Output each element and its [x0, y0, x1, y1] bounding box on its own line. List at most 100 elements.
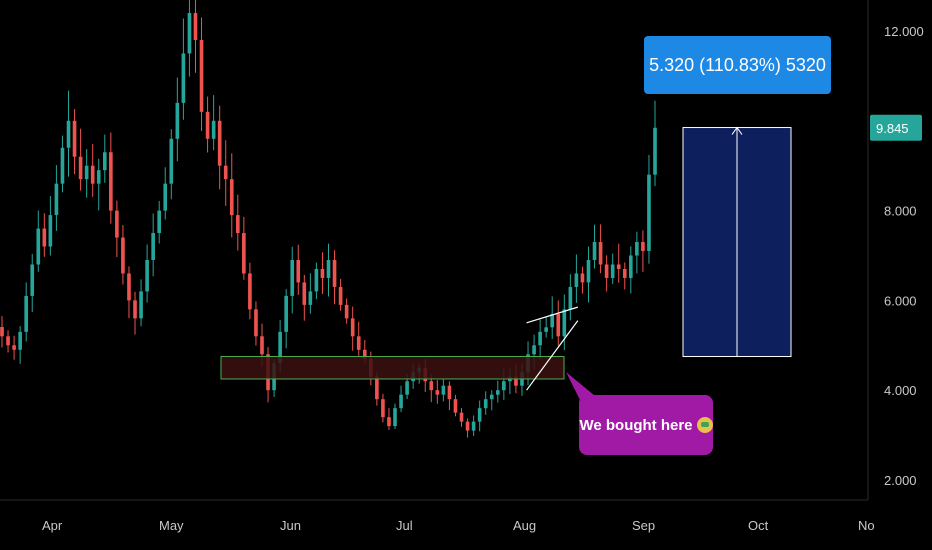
- candle: [223, 165, 228, 180]
- candle: [338, 286, 343, 305]
- candle: [429, 381, 434, 391]
- note-text: We bought here: [579, 416, 693, 434]
- candle: [604, 264, 609, 278]
- x-tick-label: Jul: [396, 518, 413, 533]
- candle: [586, 259, 591, 283]
- y-tick-label: 12.000: [884, 24, 924, 39]
- x-tick-label: Sep: [632, 518, 655, 533]
- x-tick-label: No: [858, 518, 875, 533]
- candle: [622, 268, 627, 278]
- measure-arrow-head: [731, 126, 743, 135]
- candle: [598, 242, 603, 265]
- candle: [477, 408, 482, 422]
- candle: [109, 152, 113, 211]
- candle: [90, 165, 95, 184]
- candle: [405, 381, 409, 395]
- candle: [344, 304, 349, 319]
- candle: [447, 385, 452, 400]
- candle: [314, 268, 319, 292]
- money-face-icon: [696, 417, 713, 433]
- candle: [495, 390, 500, 395]
- candle: [465, 421, 470, 431]
- x-tick-label: May: [159, 518, 184, 533]
- candle: [102, 152, 107, 171]
- candle: [308, 291, 313, 305]
- candle: [393, 408, 397, 427]
- candle: [72, 120, 77, 157]
- candle: [235, 215, 240, 234]
- x-tick-label: Apr: [42, 518, 63, 533]
- candle: [399, 394, 403, 409]
- candle: [326, 259, 331, 278]
- candle: [580, 273, 585, 283]
- measure-label[interactable]: 5.320 (110.83%) 5320: [644, 36, 831, 94]
- candle: [350, 318, 355, 337]
- candle: [127, 273, 131, 301]
- candle: [199, 39, 204, 112]
- candle: [187, 13, 192, 54]
- candle: [562, 309, 567, 337]
- x-tick-label: Jun: [280, 518, 301, 533]
- candle: [242, 233, 246, 274]
- candle: [139, 291, 143, 319]
- candle: [12, 345, 16, 350]
- candle: [54, 183, 59, 216]
- price-axis: 12.000 8.000 6.000 4.000 2.000: [884, 24, 924, 488]
- candle: [48, 215, 53, 247]
- y-tick-label: 4.000: [884, 383, 917, 398]
- candle: [568, 286, 573, 310]
- candle: [145, 259, 149, 292]
- candles: [0, 0, 657, 438]
- candle: [260, 336, 264, 355]
- candle: [248, 273, 252, 310]
- candle: [629, 255, 633, 278]
- candle: [375, 376, 379, 400]
- y-tick-label: 2.000: [884, 473, 917, 488]
- candle: [556, 313, 561, 337]
- candle: [193, 13, 198, 40]
- candle: [532, 345, 536, 355]
- wedge-lower-line[interactable]: [526, 320, 579, 391]
- buy-zone-rectangle[interactable]: [220, 356, 565, 380]
- candle: [653, 127, 657, 175]
- candle: [24, 295, 28, 332]
- candle: [96, 170, 101, 184]
- candle: [0, 326, 4, 337]
- candle: [489, 394, 494, 400]
- candle: [151, 233, 155, 260]
- candle: [229, 179, 234, 216]
- candle: [175, 102, 180, 139]
- candle: [133, 300, 137, 319]
- candle: [387, 417, 391, 427]
- candle: [453, 399, 458, 413]
- candle: [181, 53, 186, 103]
- candle: [544, 327, 548, 332]
- candle: [6, 336, 10, 346]
- candle: [538, 331, 542, 346]
- candle: [157, 210, 162, 234]
- candle: [30, 264, 35, 296]
- wedge-upper-line[interactable]: [526, 306, 579, 324]
- candle: [254, 309, 258, 337]
- candle: [284, 295, 288, 332]
- candle: [610, 264, 615, 278]
- candle: [459, 412, 464, 422]
- candle: [635, 242, 639, 256]
- candle: [42, 228, 47, 247]
- note-callout[interactable]: We bought here: [579, 395, 713, 455]
- candle: [332, 259, 337, 287]
- candle: [435, 390, 440, 395]
- candle: [115, 210, 119, 238]
- x-tick-label: Oct: [748, 518, 769, 533]
- y-tick-label: 6.000: [884, 293, 917, 308]
- time-axis: Apr May Jun Jul Aug Sep Oct No: [42, 518, 875, 533]
- candle: [278, 331, 282, 364]
- last-price-label: 9.845: [876, 121, 909, 136]
- candle: [356, 336, 361, 350]
- candle: [502, 381, 506, 391]
- candle: [471, 421, 476, 431]
- candle: [18, 331, 22, 350]
- y-tick-label: 8.000: [884, 204, 917, 219]
- candle: [78, 156, 83, 180]
